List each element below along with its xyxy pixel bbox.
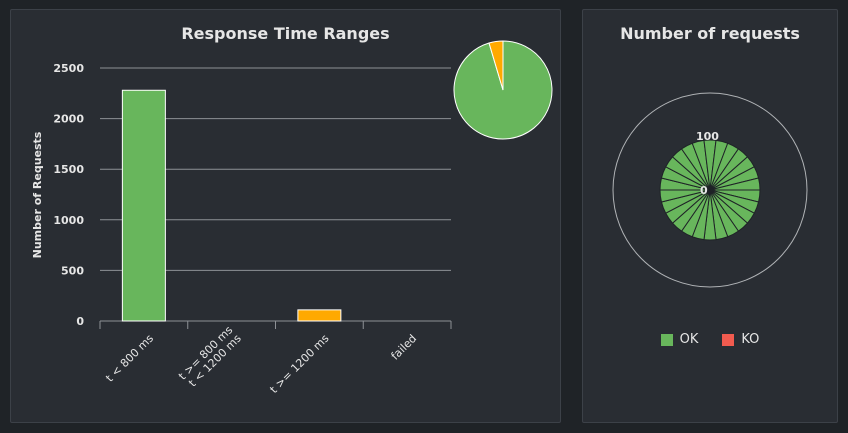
x-tick-label: failed	[388, 332, 419, 363]
y-tick-label: 1500	[53, 163, 84, 176]
requests-polar-chart: 100 0	[612, 92, 808, 288]
y-tick-label: 2500	[53, 62, 84, 75]
y-tick-label: 1000	[53, 214, 84, 227]
y-tick-label: 500	[61, 264, 84, 277]
response-time-panel: Response Time Ranges 0 500 1000 1500 2000 250…	[10, 9, 561, 423]
x-tick-label-line: failed	[388, 332, 419, 363]
y-axis-label: Number of Requests	[31, 131, 44, 258]
x-tick-label: t >= 800 mst < 1200 ms	[176, 323, 244, 389]
legend-label-ko: KO	[741, 332, 760, 347]
polar-segment	[709, 177, 761, 191]
legend-swatch-ok	[660, 333, 673, 346]
x-tick-label-line: t < 800 ms	[103, 332, 156, 385]
outer-ring	[612, 92, 808, 288]
y-tick-label: 0	[76, 315, 84, 328]
center-label: 0	[700, 184, 708, 197]
y-tick-label: 2000	[53, 113, 84, 126]
x-tick-label-line: t >= 1200 ms	[267, 332, 331, 396]
pie-slice	[488, 40, 504, 91]
x-tick-label: t < 800 ms	[103, 332, 156, 385]
bar	[121, 89, 166, 322]
legend-item-ok[interactable]: OK	[660, 332, 699, 347]
requests-panel: Number of requests 100 0 OK KO	[582, 9, 838, 423]
legend-item-ko[interactable]: KO	[722, 332, 759, 347]
legend-label-ok: OK	[679, 332, 699, 347]
legend-swatch-ko	[722, 333, 735, 346]
response-time-title: Response Time Ranges	[181, 24, 390, 43]
x-tick-label: t >= 1200 ms	[267, 332, 331, 396]
response-time-chart: 0 500 1000 1500 2000 2500 Number of Requests t …	[31, 40, 553, 396]
requests-title: Number of requests	[620, 24, 800, 43]
ring-label: 100	[696, 130, 719, 143]
requests-legend: OK KO	[583, 332, 837, 347]
bar	[297, 309, 342, 322]
